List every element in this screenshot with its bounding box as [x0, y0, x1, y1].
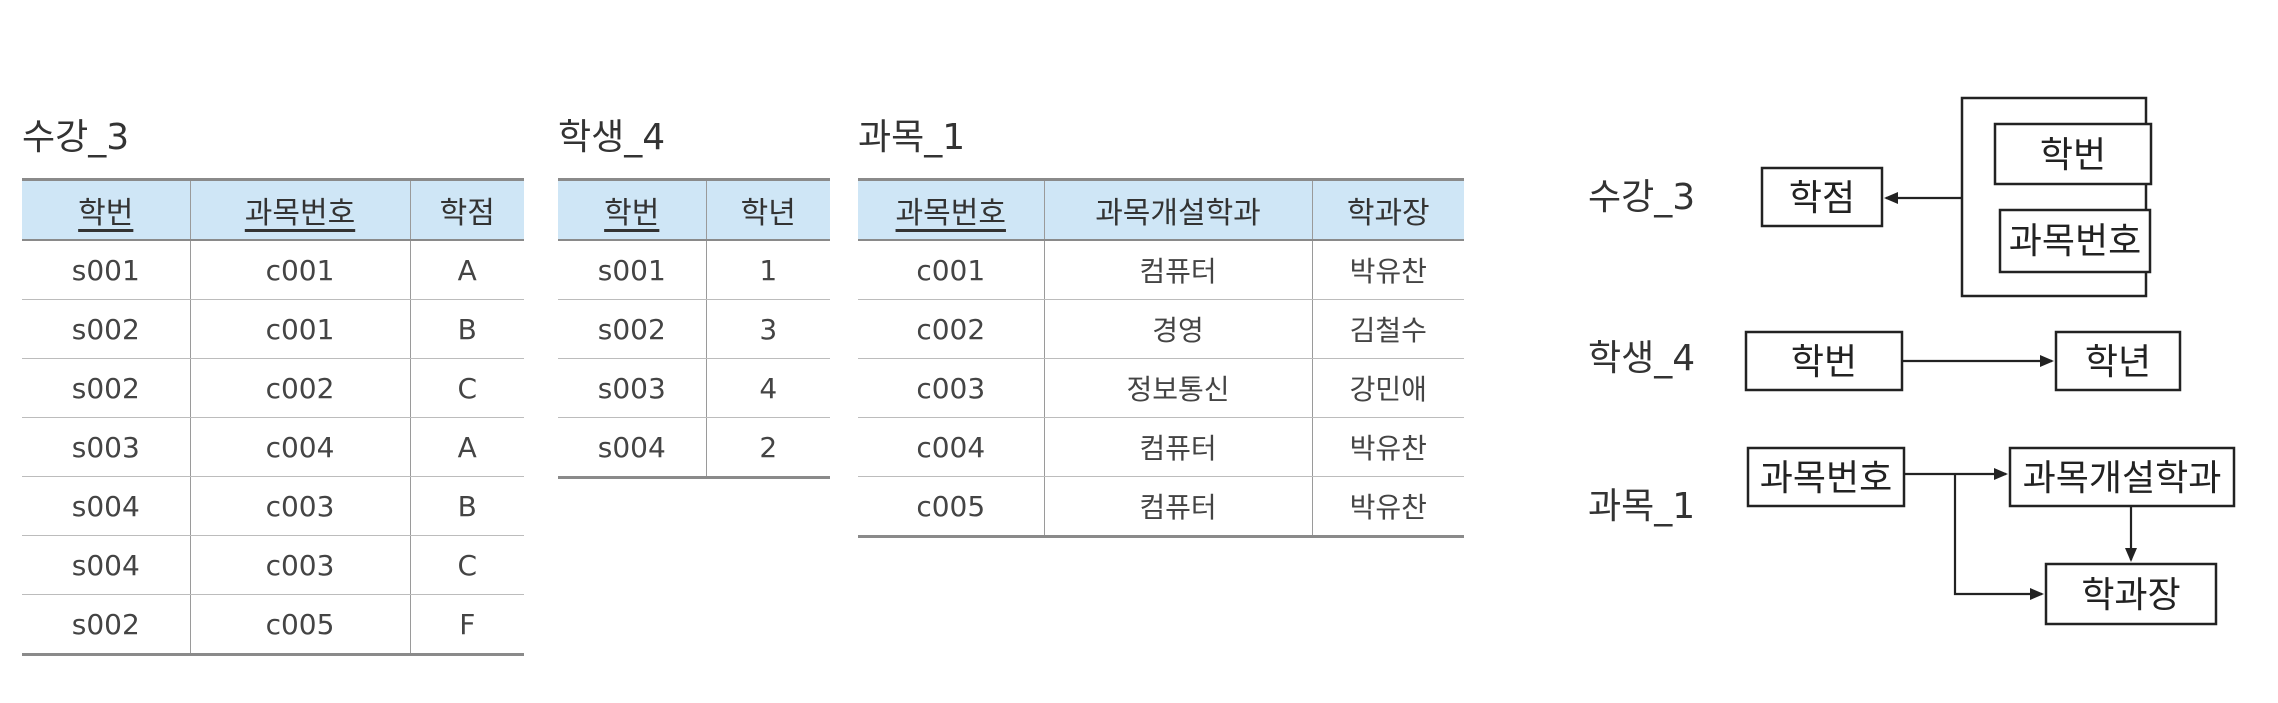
- table-cell: s001: [22, 240, 190, 300]
- table-cell: c005: [858, 476, 1044, 538]
- node-과목개설학과-label: 과목개설학과: [2023, 458, 2222, 499]
- table-row: c005 컴퓨터 박유찬: [858, 476, 1464, 538]
- node-과목번호-label: 과목번호: [1760, 458, 1892, 499]
- node-학번-in-key: [1993, 122, 2153, 186]
- column-header: 학년: [705, 178, 830, 241]
- table-row: s003 4: [558, 358, 830, 418]
- node-과목번호: [1746, 446, 1906, 508]
- node-학번: [1744, 330, 1904, 392]
- table-row: s001 1: [558, 240, 830, 300]
- table-cell: c003: [189, 535, 410, 595]
- table-row: c002 경영 김철수: [858, 299, 1464, 359]
- table-cell: A: [409, 240, 524, 300]
- table-cell: s002: [558, 299, 706, 359]
- table-cell: c005: [189, 594, 410, 656]
- table-cell: s004: [22, 535, 190, 595]
- table-cell: F: [409, 594, 524, 656]
- diagram-label-학생: 학생_4: [1588, 338, 1695, 379]
- column-header: 학과장: [1311, 178, 1464, 241]
- table-cell: s004: [558, 417, 706, 479]
- table-cell: 컴퓨터: [1043, 240, 1312, 300]
- table-과목: 과목번호 과목개설학과 학과장 c001 컴퓨터 박유찬 c002 경영 김철수 c003 정보통…: [858, 178, 1464, 538]
- table-row: s002 c001 B: [22, 299, 524, 359]
- table-title-수강: 수강_3: [22, 117, 130, 158]
- node-학년: [2054, 330, 2182, 392]
- table-cell: c003: [189, 476, 410, 536]
- table-title-과목: 과목_1: [858, 117, 966, 158]
- table-cell: s003: [558, 358, 706, 418]
- node-학과장: [2044, 562, 2218, 626]
- table-cell: C: [409, 535, 524, 595]
- table-cell: 박유찬: [1311, 240, 1464, 300]
- table-cell: 3: [705, 299, 830, 359]
- table-cell: B: [409, 299, 524, 359]
- column-header: 과목개설학과: [1043, 178, 1312, 241]
- table-row: s001 c001 A: [22, 240, 524, 300]
- table-cell: c004: [189, 417, 410, 477]
- table-title-학생: 학생_4: [558, 117, 666, 158]
- table-cell: B: [409, 476, 524, 536]
- node-학점: [1760, 166, 1884, 228]
- table-학생: 학번 학년 s001 1 s002 3 s003 4 s004 2: [558, 178, 830, 479]
- table-row: s003 c004 A: [22, 417, 524, 477]
- table-row: c001 컴퓨터 박유찬: [858, 240, 1464, 300]
- table-row: c004 컴퓨터 박유찬: [858, 417, 1464, 477]
- table-row: s004 c003 C: [22, 535, 524, 595]
- table-row: s002 3: [558, 299, 830, 359]
- column-header: 학번: [22, 178, 190, 241]
- node-과목번호-in-key-label: 과목번호: [2009, 221, 2141, 262]
- diagram-label-수강: 수강_3: [1588, 177, 1695, 218]
- table-cell: c001: [189, 240, 410, 300]
- node-과목번호-in-key: [1998, 208, 2152, 274]
- node-과목개설학과: [2008, 446, 2236, 508]
- diagram-label-과목: 과목_1: [1588, 486, 1695, 527]
- table-cell: 김철수: [1311, 299, 1464, 359]
- table-cell: 박유찬: [1311, 476, 1464, 538]
- table-cell: c002: [189, 358, 410, 418]
- table-cell: c001: [189, 299, 410, 359]
- table-cell: s002: [22, 299, 190, 359]
- table-cell: 박유찬: [1311, 417, 1464, 477]
- table-cell: c001: [858, 240, 1044, 300]
- table-row: s004 c003 B: [22, 476, 524, 536]
- table-cell: 4: [705, 358, 830, 418]
- table-cell: 컴퓨터: [1043, 417, 1312, 477]
- table-cell: s002: [22, 358, 190, 418]
- node-학번-in-key-label: 학번: [2040, 135, 2106, 176]
- table-row: c003 정보통신 강민애: [858, 358, 1464, 418]
- table-cell: 정보통신: [1043, 358, 1312, 418]
- table-cell: 경영: [1043, 299, 1312, 359]
- node-학과장-label: 학과장: [2081, 575, 2180, 616]
- table-cell: c004: [858, 417, 1044, 477]
- table-cell: 1: [705, 240, 830, 300]
- table-cell: c002: [858, 299, 1044, 359]
- column-header: 과목번호: [858, 178, 1044, 241]
- table-cell: 강민애: [1311, 358, 1464, 418]
- table-row: s002 c002 C: [22, 358, 524, 418]
- node-학점-label: 학점: [1789, 178, 1855, 219]
- table-cell: 2: [705, 417, 830, 479]
- table-row: s004 2: [558, 417, 830, 479]
- table-cell: C: [409, 358, 524, 418]
- column-header: 학점: [409, 178, 524, 241]
- node-학번-label: 학번: [1791, 342, 1857, 383]
- table-cell: c003: [858, 358, 1044, 418]
- arrow-과목번호-to-학과장: [1953, 474, 2044, 600]
- column-header: 과목번호: [189, 178, 410, 241]
- table-cell: 컴퓨터: [1043, 476, 1312, 538]
- table-cell: A: [409, 417, 524, 477]
- table-row: s002 c005 F: [22, 594, 524, 656]
- table-cell: s001: [558, 240, 706, 300]
- table-cell: s004: [22, 476, 190, 536]
- column-header: 학번: [558, 178, 706, 241]
- table-cell: s003: [22, 417, 190, 477]
- node-학년-label: 학년: [2085, 342, 2151, 383]
- table-cell: s002: [22, 594, 190, 656]
